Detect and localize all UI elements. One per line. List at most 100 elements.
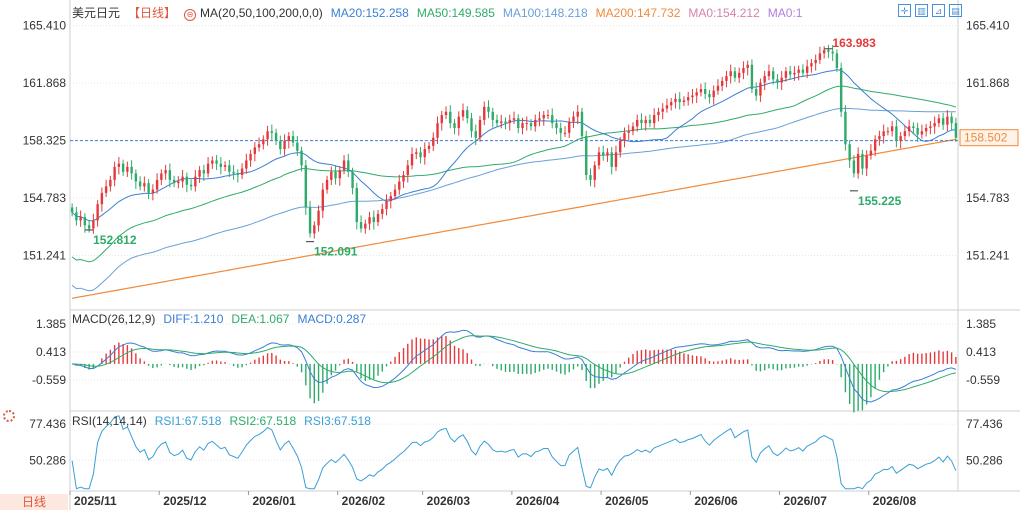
x-tick-label: 2026/07 (784, 494, 828, 508)
candle-body (750, 64, 754, 90)
candle-body (737, 72, 741, 78)
candle-body (699, 89, 703, 93)
candle-body (236, 173, 240, 176)
candle-body (177, 181, 180, 184)
candle-body (117, 163, 121, 167)
candle-body (240, 168, 244, 176)
candle-body (461, 110, 465, 117)
candle-body (640, 119, 643, 124)
candle-body (890, 126, 894, 132)
candle-body (296, 142, 299, 151)
candle-body (321, 189, 325, 211)
period-tag[interactable]: 【日线】 (128, 6, 177, 20)
candle-body (160, 173, 163, 180)
current-price-box (959, 129, 1019, 147)
candle-body (725, 76, 728, 81)
candle-body (483, 106, 486, 120)
candle-body (576, 111, 579, 117)
candle-body (279, 140, 282, 150)
candle-body (491, 111, 494, 120)
candle-body (822, 50, 826, 54)
indicator-icon[interactable]: ▥ (915, 4, 928, 17)
candle-body (538, 118, 541, 120)
candle-body (368, 217, 371, 224)
candle-body (771, 71, 775, 80)
candle-body (873, 139, 877, 151)
candle-body (801, 69, 805, 73)
candle-body (716, 85, 720, 91)
candle-body (788, 71, 792, 75)
draw-icon[interactable]: ⊿ (932, 4, 945, 17)
candle-body (929, 126, 932, 128)
candle-body (712, 90, 715, 98)
x-tick-label: 2026/06 (694, 494, 738, 508)
candle-body (895, 126, 898, 141)
candle-body (334, 171, 337, 179)
panel-icon[interactable]: ▤ (949, 4, 962, 17)
candle-body (606, 152, 609, 156)
instrument-name: 美元日元 (72, 6, 121, 20)
candle-body (665, 105, 669, 109)
candle-body (449, 111, 452, 124)
candle-body (729, 71, 732, 77)
candle-body (313, 225, 316, 234)
ma0b-legend: MA0:1 (767, 6, 803, 20)
ma50-legend: MA50:149.585 (416, 6, 495, 20)
x-tick-label: 2025/12 (163, 494, 207, 508)
candle-body (733, 71, 737, 78)
candle-body (470, 118, 473, 132)
period-button[interactable]: 日线 (0, 494, 68, 510)
candle-body (134, 173, 138, 182)
price-ytick-right: 165.410 (966, 19, 1010, 33)
candle-body (194, 176, 197, 187)
candle-body (780, 77, 783, 83)
candle-body (886, 131, 890, 133)
candle-body (232, 171, 235, 174)
candle-body (946, 116, 949, 125)
candle-body (121, 163, 125, 172)
candle-body (835, 53, 839, 68)
candle-body (287, 136, 291, 141)
x-tick-label: 2026/02 (342, 494, 386, 508)
candle-body (793, 72, 796, 75)
candle-body (912, 126, 915, 128)
x-tick-label: 2026/01 (252, 494, 296, 508)
ma-settings-icon[interactable]: ⊖ (184, 9, 197, 21)
ma-params: MA(20,50,100,200,0,0) (200, 6, 323, 20)
candle-body (100, 192, 104, 205)
candle-body (198, 170, 201, 177)
candle-body (818, 53, 822, 60)
candle-body (542, 115, 545, 119)
candle-body (546, 115, 550, 117)
candle-body (155, 179, 159, 190)
candle-body (500, 121, 503, 124)
candle-body (104, 186, 108, 193)
candle-body (138, 181, 142, 187)
candle-body (164, 170, 167, 174)
candle-body (185, 176, 189, 185)
rsi-title: RSI(14,14,14) (72, 414, 147, 428)
candle-body (763, 76, 766, 83)
candle-body (364, 223, 367, 229)
candle-body (521, 123, 524, 128)
candle-body (653, 115, 656, 124)
candle-body (619, 140, 622, 153)
crosshair-icon[interactable]: ✛ (898, 4, 911, 17)
candle-body (359, 222, 363, 229)
price-ytick-right: 154.783 (966, 191, 1010, 205)
candle-body (83, 217, 87, 226)
candle-body (720, 80, 724, 86)
x-tick-label: 2026/04 (516, 494, 560, 508)
candle-body (130, 166, 133, 174)
macd-ytick-right: -0.559 (966, 373, 1000, 387)
candle-body (338, 170, 341, 179)
dif-line (71, 329, 957, 403)
candle-body (691, 95, 694, 98)
gear-icon[interactable] (3, 410, 15, 422)
candle-body (355, 188, 358, 223)
candle-body (308, 207, 312, 234)
candle-body (453, 123, 456, 128)
macd-ytick-left: 0.413 (36, 345, 66, 359)
macd-value-legend: MACD:0.287 (297, 312, 367, 326)
